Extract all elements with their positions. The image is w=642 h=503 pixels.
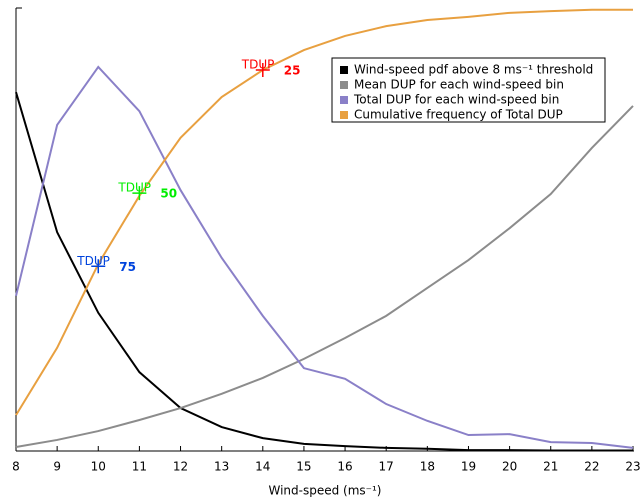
series-line	[15, 8, 633, 416]
annotation-text: TDUP	[117, 181, 151, 195]
x-tick-label: 22	[584, 460, 599, 474]
annotation-sub: 25	[284, 64, 301, 78]
annotation-sub: 75	[119, 260, 136, 274]
x-tick-label: 15	[296, 460, 311, 474]
annotation-marker	[132, 186, 147, 201]
x-tick-label: 20	[502, 460, 517, 474]
series-line	[15, 91, 633, 452]
annotation-sub: 50	[160, 187, 177, 201]
x-tick-label: 14	[255, 460, 270, 474]
x-tick-label: 11	[132, 460, 147, 474]
legend-label: Total DUP for each wind-speed bin	[353, 93, 559, 107]
legend-box	[331, 57, 606, 123]
legend-swatch	[340, 81, 348, 89]
legend-label: Wind-speed pdf above 8 ms⁻¹ threshold	[354, 63, 593, 77]
legend-label: Cumulative frequency of Total DUP	[354, 108, 563, 122]
legend-swatch	[340, 66, 348, 74]
x-tick-label: 13	[214, 460, 229, 474]
x-tick-label: 12	[173, 460, 188, 474]
legend-swatch	[340, 96, 348, 104]
x-tick-label: 10	[91, 460, 106, 474]
annotation-marker	[91, 259, 106, 274]
series-line	[15, 65, 634, 449]
x-tick-label: 19	[461, 460, 476, 474]
x-tick-label: 17	[379, 460, 394, 474]
x-tick-label: 23	[625, 460, 640, 474]
legend-label: Mean DUP for each wind-speed bin	[354, 78, 564, 92]
x-tick-label: 18	[420, 460, 435, 474]
annotation-text: TDUP	[241, 58, 275, 72]
x-tick-label: 8	[12, 460, 20, 474]
x-tick-label: 21	[543, 460, 558, 474]
x-tick-label: 16	[337, 460, 352, 474]
x-tick-label: 9	[53, 460, 61, 474]
series-line	[15, 105, 634, 448]
annotation-marker	[255, 63, 270, 78]
x-axis-label: Wind-speed (ms⁻¹)	[268, 484, 381, 498]
legend-swatch	[340, 111, 348, 119]
annotation-text: TDUP	[76, 254, 110, 268]
